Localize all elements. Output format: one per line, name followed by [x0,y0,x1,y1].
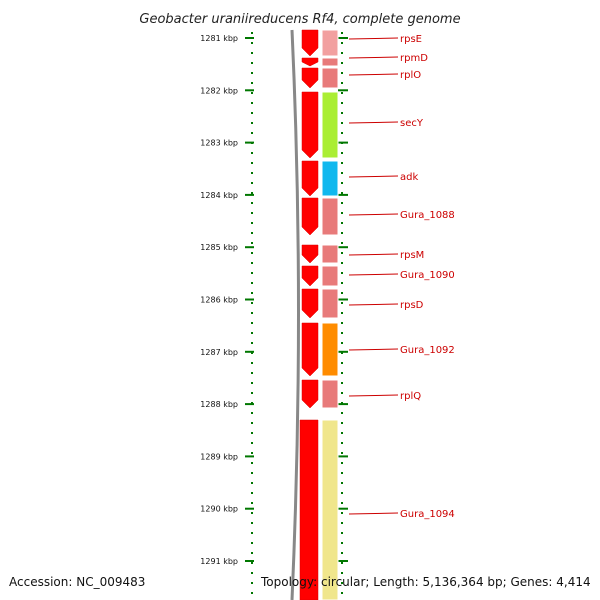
gene-leader-line [348,37,399,40]
gene-leader-line [348,273,399,276]
ruler-tick-label: 1289 kbp [200,452,238,461]
gene-arrow [299,419,319,600]
topology-text: Topology: circular; Length: 5,136,364 bp… [261,575,591,589]
gene-feature-box [321,57,339,67]
gene-arrow [301,197,319,236]
gene-label: adk [400,172,418,183]
gene-arrow [301,244,319,264]
gene-leader-line [348,303,399,306]
gene-leader-line [348,253,399,256]
gene-leader-line [348,56,399,59]
gene-feature-box [321,29,339,57]
ruler-tick-label: 1288 kbp [200,400,238,409]
gene-label: rplO [400,70,421,81]
gene-feature-box [321,160,339,197]
gene-arrow [301,57,319,67]
gene-feature-box [321,265,339,287]
gene-label: rpmD [400,53,428,64]
gene-label: Gura_1094 [400,509,455,520]
gene-labels: rpsE rpmD rplO secY adk Gura_1088 rpsM Gura_109… [348,34,455,520]
gene-feature-box [321,379,339,409]
genome-title: Geobacter uraniireducens Rf4, complete g… [139,12,460,27]
gene-leader-line [348,73,399,76]
ruler-tick-label: 1283 kbp [200,139,238,148]
gene-label: Gura_1088 [400,210,455,221]
gene-leader-line [348,121,399,124]
gene-track [299,29,339,600]
gene-leader-line [348,213,399,216]
accession-text: Accession: NC_009483 [9,575,146,589]
gene-arrow [301,288,319,319]
ruler-tick-label: 1286 kbp [200,296,238,305]
ruler-tick-label: 1282 kbp [200,86,238,95]
ruler-tick-label: 1290 kbp [200,505,238,514]
gene-label: rpsM [400,250,424,261]
gene-leader-line [348,348,399,351]
gene-feature-box [321,244,339,264]
gene-arrow [301,29,319,57]
ruler-tick-label: 1291 kbp [200,557,238,566]
gene-feature-box [321,197,339,236]
gene-arrow [301,322,319,377]
ruler-tick-label: 1281 kbp [200,34,238,43]
gene-arrow [301,265,319,287]
gene-feature-box [321,67,339,89]
gene-arrow [301,91,319,159]
gene-label: rpsD [400,300,424,311]
gene-label: Gura_1090 [400,270,455,281]
gene-leader-line [348,512,399,515]
gene-leader-line [348,175,399,178]
gene-label: Gura_1092 [400,345,455,356]
gene-feature-box [321,419,339,600]
gene-arrow [301,160,319,197]
gene-label: rplQ [400,391,421,402]
ruler: 1281 kbp 1282 kbp 1283 kbp 1284 kbp 1285 kbp… [200,34,348,566]
gene-feature-box [321,288,339,319]
gene-feature-box [321,91,339,159]
genome-backbone [290,29,300,600]
ruler-tick-label: 1287 kbp [200,348,238,357]
gene-arrow [301,379,319,409]
gene-arrow [301,67,319,89]
gene-label: secY [400,118,424,129]
gene-label: rpsE [400,34,422,45]
ruler-tick-label: 1284 kbp [200,191,238,200]
ruler-tick-label: 1285 kbp [200,243,238,252]
gene-feature-box [321,322,339,377]
gene-leader-line [348,394,399,397]
